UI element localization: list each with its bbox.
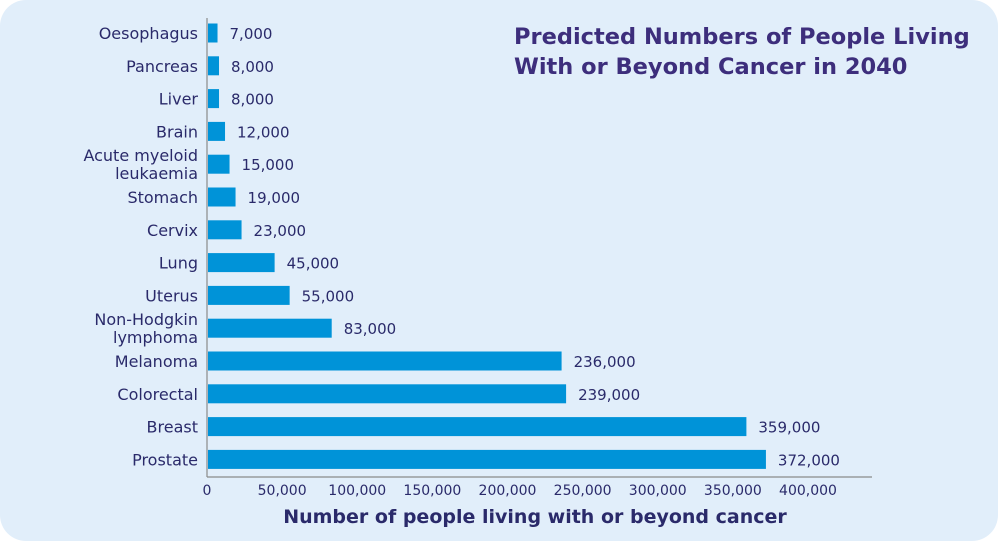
x-axis-label: Number of people living with or beyond c… bbox=[283, 506, 787, 528]
bar bbox=[208, 417, 747, 437]
category-label: Lung bbox=[159, 254, 198, 273]
category-label: Oesophagus bbox=[99, 24, 198, 43]
category-label: Liver bbox=[159, 90, 199, 109]
bar bbox=[208, 121, 226, 141]
value-label: 83,000 bbox=[344, 320, 397, 338]
bar bbox=[208, 351, 562, 371]
category-label: Stomach bbox=[127, 188, 198, 207]
bars-group bbox=[208, 23, 766, 469]
category-label: Non-Hodgkin lymphoma bbox=[94, 310, 198, 347]
value-label: 8,000 bbox=[231, 58, 274, 76]
value-label: 23,000 bbox=[254, 222, 307, 240]
x-tick-label: 200,000 bbox=[479, 483, 537, 499]
bar bbox=[208, 89, 220, 109]
chart-title-line-2: With or Beyond Cancer in 2040 bbox=[514, 54, 908, 80]
bar bbox=[208, 384, 567, 404]
value-label: 239,000 bbox=[578, 386, 640, 404]
value-labels: 7,000 8,000 8,000 12,000 15,000 19,000 23,000 4… bbox=[230, 25, 840, 469]
bar bbox=[208, 220, 242, 240]
bar bbox=[208, 23, 218, 43]
chart-title-line-1: Predicted Numbers of People Living bbox=[514, 24, 970, 50]
value-label: 45,000 bbox=[287, 255, 340, 273]
category-label: Pancreas bbox=[126, 57, 198, 76]
x-tick-label: 150,000 bbox=[403, 483, 461, 499]
category-label: Acute myeloid leukaemia bbox=[83, 146, 198, 183]
bar bbox=[208, 154, 230, 174]
category-labels: Oesophagus Pancreas Liver Brain Acute myeloi… bbox=[83, 24, 198, 469]
bar bbox=[208, 318, 332, 338]
category-label: Cervix bbox=[147, 221, 198, 240]
category-label-line: leukaemia bbox=[115, 164, 198, 183]
category-label: Melanoma bbox=[115, 352, 198, 371]
category-label: Uterus bbox=[145, 286, 198, 305]
value-label: 19,000 bbox=[248, 189, 300, 207]
x-tick-label: 250,000 bbox=[554, 483, 612, 499]
value-label: 7,000 bbox=[230, 25, 273, 43]
value-label: 372,000 bbox=[778, 451, 840, 469]
value-label: 236,000 bbox=[574, 353, 636, 371]
bar bbox=[208, 449, 766, 469]
value-label: 15,000 bbox=[242, 156, 295, 174]
bar bbox=[208, 253, 275, 273]
x-tick-label: 350,000 bbox=[704, 483, 762, 499]
value-label: 359,000 bbox=[758, 419, 820, 437]
x-tick-label: 100,000 bbox=[328, 483, 386, 499]
category-label: Prostate bbox=[132, 450, 198, 469]
category-label-line: lymphoma bbox=[113, 328, 198, 347]
chart-title: Predicted Numbers of People Living With … bbox=[514, 22, 970, 82]
x-tick-label: 400,000 bbox=[779, 483, 837, 499]
category-label: Breast bbox=[147, 418, 198, 437]
value-label: 12,000 bbox=[237, 123, 290, 141]
category-label-line: Acute myeloid bbox=[83, 146, 198, 165]
bar bbox=[208, 56, 220, 76]
x-tick-label: 300,000 bbox=[629, 483, 687, 499]
value-label: 8,000 bbox=[231, 91, 274, 109]
category-label: Brain bbox=[156, 122, 198, 141]
category-label: Colorectal bbox=[117, 385, 198, 404]
x-tick-label: 50,000 bbox=[258, 483, 307, 499]
value-label: 55,000 bbox=[302, 287, 355, 305]
x-axis-ticks: 0 50,000 100,000 150,000 200,000 250,000 300,0… bbox=[203, 483, 837, 499]
category-label-line: Non-Hodgkin bbox=[94, 310, 198, 329]
bar bbox=[208, 285, 290, 305]
bar bbox=[208, 187, 236, 207]
x-tick-label: 0 bbox=[203, 483, 212, 499]
